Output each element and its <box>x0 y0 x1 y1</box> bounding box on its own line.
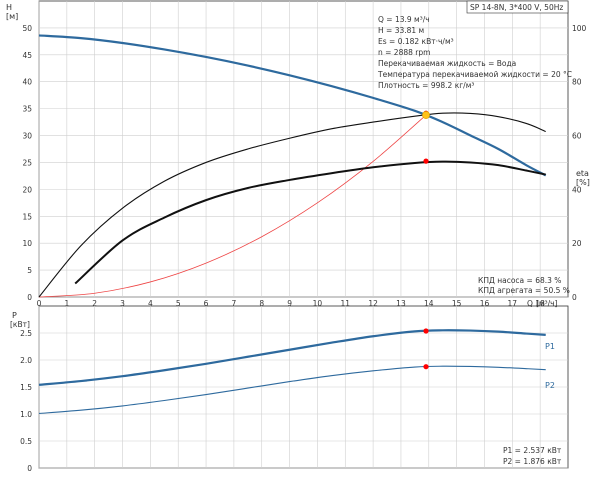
efficiency-readouts: КПД насоса = 68.3 % КПД агрегата = 50.5 … <box>478 276 570 295</box>
x-tick-label: 15 <box>452 299 462 308</box>
x-tick-label: 11 <box>340 299 350 308</box>
power-series-layer <box>38 329 546 415</box>
y-tick-label: 45 <box>22 51 32 60</box>
y-tick-label: 20 <box>22 185 32 194</box>
x-tick-label: 13 <box>396 299 406 308</box>
series-p1 <box>38 329 546 386</box>
p1-series-label: P1 <box>545 342 555 351</box>
y-tick-label: 40 <box>22 78 32 87</box>
y2-tick-label: 0 <box>572 293 577 302</box>
x-tick-label: 4 <box>148 299 153 308</box>
y2-tick-label: 100 <box>572 24 587 33</box>
info-line: H = 33.81 м <box>378 26 424 35</box>
x-tick-label: 3 <box>120 299 125 308</box>
duty-point-marker <box>422 111 430 119</box>
series-pump-efficiency <box>38 112 546 298</box>
head-tick-labels: 0 1 2 3 4 5 6 7 8 9 10 11 12 13 14 15 16 17 18051015202530… <box>22 24 586 308</box>
head-plot-frame <box>38 0 569 298</box>
x-tick-label: 17 <box>508 299 518 308</box>
power-tick-label: 2.0 <box>20 356 32 365</box>
info-line: n = 2888 rpm <box>378 48 430 57</box>
series-p2 <box>38 365 546 415</box>
power-tick-label: 0.5 <box>20 437 32 446</box>
x-tick-label: 9 <box>287 299 292 308</box>
y-tick-label: 35 <box>22 105 32 114</box>
y-tick-label: 25 <box>22 158 32 167</box>
y2-tick-label: 20 <box>572 239 582 248</box>
chart-title: SP 14-8N, 3*400 V, 50Hz <box>470 3 563 12</box>
head-axis-unit: [м] <box>6 12 18 21</box>
power-marker <box>423 328 429 334</box>
p2-readout: P2 = 1.876 кВт <box>503 457 562 466</box>
y-tick-label: 0 <box>27 293 32 302</box>
power-grid <box>38 306 568 469</box>
head-axis-label: H <box>6 3 12 12</box>
power-tick-label: 0 <box>27 464 32 473</box>
x-tick-label: 0 <box>37 299 42 308</box>
info-line: Es = 0.182 кВт·ч/м³ <box>378 37 454 46</box>
x-tick-label: 5 <box>176 299 181 308</box>
flow-axis-label: Q <box>527 299 533 308</box>
x-tick-label: 10 <box>313 299 323 308</box>
eta-axis-unit: [%] <box>576 178 590 187</box>
y-tick-label: 10 <box>22 239 32 248</box>
x-tick-label: 8 <box>259 299 264 308</box>
y-tick-label: 50 <box>22 24 32 33</box>
power-tick-labels: 0 0.5 1.0 1.5 2.0 2.5 <box>20 329 32 473</box>
power-tick-label: 1.5 <box>20 383 32 392</box>
unit-efficiency-readout: КПД агрегата = 50.5 % <box>478 286 570 295</box>
head-grid <box>38 1 568 298</box>
x-tick-label: 12 <box>368 299 378 308</box>
y2-tick-label: 40 <box>572 185 582 194</box>
head-series-layer <box>38 34 547 298</box>
power-tick-label: 2.5 <box>20 329 32 338</box>
series-system-curve <box>38 114 427 298</box>
power-tick-label: 1.0 <box>20 410 32 419</box>
x-tick-label: 7 <box>232 299 237 308</box>
p2-series-label: P2 <box>545 381 555 390</box>
y-tick-label: 5 <box>27 266 32 275</box>
y-tick-label: 30 <box>22 132 32 141</box>
power-axis-label: P <box>12 311 17 320</box>
series-head <box>38 34 547 177</box>
x-tick-label: 16 <box>480 299 490 308</box>
power-axis-unit: [кВт] <box>10 320 30 329</box>
x-tick-label: 1 <box>64 299 69 308</box>
info-block: Q = 13.9 м³/ч H = 33.81 м Es = 0.182 кВт… <box>377 15 572 90</box>
y2-tick-label: 80 <box>572 78 582 87</box>
efficiency-marker <box>423 158 429 164</box>
p1-readout: P1 = 2.537 кВт <box>503 446 562 455</box>
flow-axis-unit: [м³/ч] <box>536 299 558 308</box>
pump-efficiency-readout: КПД насоса = 68.3 % <box>478 276 561 285</box>
x-tick-label: 14 <box>424 299 434 308</box>
title-box <box>466 0 569 14</box>
x-tick-label: 2 <box>92 299 97 308</box>
x-tick-label: 18 <box>535 299 545 308</box>
power-marker <box>423 364 429 370</box>
info-line: Перекачиваемая жидкость = Вода <box>378 59 516 68</box>
info-line: Плотность = 998.2 кг/м³ <box>378 81 474 90</box>
info-line: Q = 13.9 м³/ч <box>378 15 430 24</box>
eta-axis-label: eta <box>576 169 589 178</box>
power-readouts: P1 = 2.537 кВт P2 = 1.876 кВт <box>503 446 562 466</box>
operating-point-markers <box>422 110 430 370</box>
y2-tick-label: 60 <box>572 132 582 141</box>
series-unit-efficiency <box>74 160 546 285</box>
y-tick-label: 15 <box>22 212 32 221</box>
x-tick-label: 6 <box>204 299 209 308</box>
info-line: Температура перекачиваемой жидкости = 20… <box>377 70 572 79</box>
